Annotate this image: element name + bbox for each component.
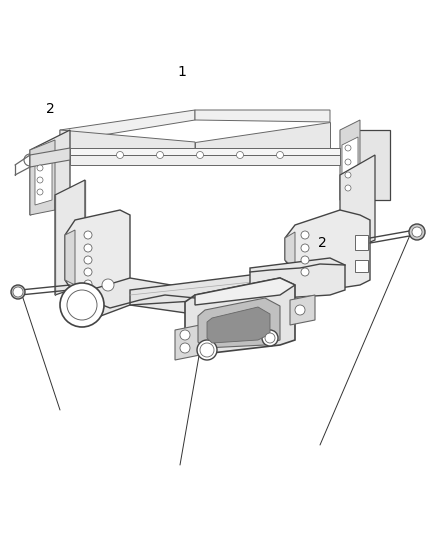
Circle shape xyxy=(237,151,244,158)
Polygon shape xyxy=(90,278,200,320)
Circle shape xyxy=(197,340,217,360)
Circle shape xyxy=(301,268,309,276)
Circle shape xyxy=(200,343,214,357)
Circle shape xyxy=(37,177,43,183)
Polygon shape xyxy=(70,148,340,155)
Polygon shape xyxy=(30,130,70,215)
Circle shape xyxy=(197,151,204,158)
Circle shape xyxy=(117,151,124,158)
Circle shape xyxy=(67,290,97,320)
Polygon shape xyxy=(340,155,375,255)
Circle shape xyxy=(84,231,92,239)
Polygon shape xyxy=(195,122,330,155)
Circle shape xyxy=(180,330,190,340)
Circle shape xyxy=(13,287,23,297)
Text: 1: 1 xyxy=(177,65,186,79)
Circle shape xyxy=(301,244,309,252)
Circle shape xyxy=(345,172,351,178)
Polygon shape xyxy=(70,148,340,165)
Polygon shape xyxy=(30,140,55,215)
Circle shape xyxy=(262,330,278,346)
Polygon shape xyxy=(175,325,200,360)
Circle shape xyxy=(156,151,163,158)
Polygon shape xyxy=(35,158,52,205)
Circle shape xyxy=(37,189,43,195)
Circle shape xyxy=(276,151,283,158)
Polygon shape xyxy=(290,295,315,325)
Polygon shape xyxy=(198,298,280,348)
Polygon shape xyxy=(30,148,70,167)
Polygon shape xyxy=(60,130,195,165)
Polygon shape xyxy=(355,260,368,272)
Polygon shape xyxy=(285,232,295,270)
Circle shape xyxy=(301,231,309,239)
Polygon shape xyxy=(340,120,360,200)
Polygon shape xyxy=(130,270,290,305)
Circle shape xyxy=(84,268,92,276)
Polygon shape xyxy=(195,110,330,122)
Circle shape xyxy=(84,256,92,264)
Polygon shape xyxy=(342,137,358,190)
Polygon shape xyxy=(340,130,390,200)
Text: 2: 2 xyxy=(318,236,326,249)
Circle shape xyxy=(265,333,275,343)
Text: 2: 2 xyxy=(46,102,55,116)
Circle shape xyxy=(295,305,305,315)
Polygon shape xyxy=(250,258,345,300)
Polygon shape xyxy=(285,210,370,288)
Circle shape xyxy=(11,285,25,299)
Polygon shape xyxy=(65,230,75,285)
Polygon shape xyxy=(185,278,295,355)
Circle shape xyxy=(345,159,351,165)
Polygon shape xyxy=(55,180,85,295)
Circle shape xyxy=(180,343,190,353)
Circle shape xyxy=(84,280,92,288)
Polygon shape xyxy=(207,307,270,343)
Circle shape xyxy=(60,283,104,327)
Circle shape xyxy=(345,185,351,191)
Polygon shape xyxy=(355,235,368,250)
Circle shape xyxy=(84,244,92,252)
Circle shape xyxy=(412,227,422,237)
Circle shape xyxy=(301,256,309,264)
Circle shape xyxy=(345,145,351,151)
Polygon shape xyxy=(195,278,295,305)
Polygon shape xyxy=(65,210,130,295)
Circle shape xyxy=(37,165,43,171)
Circle shape xyxy=(102,279,114,291)
Circle shape xyxy=(409,224,425,240)
Polygon shape xyxy=(60,110,195,142)
